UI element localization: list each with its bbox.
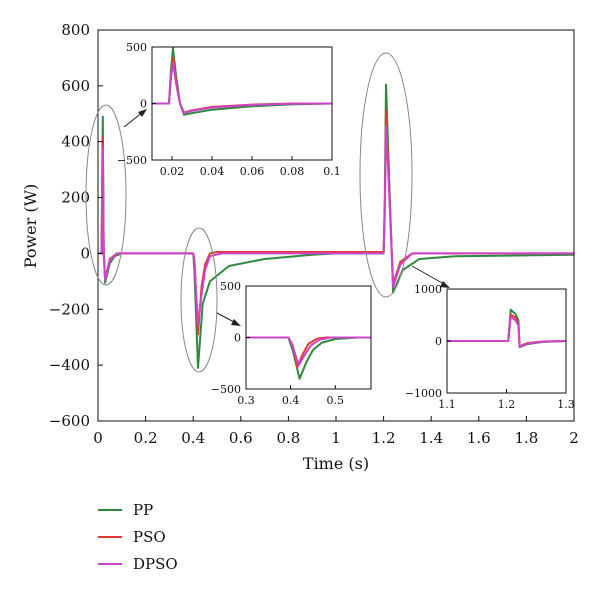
inset-zoom-2: 0.3 0.4 0.5 500 0 −500 [211,280,372,407]
inset-x-tick-label: 1.1 [438,398,456,411]
inset-zoom-3: 1.1 1.2 1.3 1000 0 −1000 [405,283,575,411]
x-tick-label: 1.6 [467,429,491,447]
inset-x-tick-label: 1.3 [557,398,575,411]
legend-swatch [98,508,122,511]
legend-label: DPSO [133,554,178,573]
inset-zoom-1: 0.02 0.04 0.06 0.08 0.1 500 0 −500 [117,41,341,178]
zoom-ellipse-2 [180,227,218,373]
inset-y-tick-label: 1000 [414,283,442,296]
legend-swatch [98,562,122,565]
inset-y-tick-label: 500 [220,280,241,293]
series-line-dpso [98,125,574,326]
x-tick-label: 0.8 [276,429,300,447]
legend: PP PSO DPSO [98,496,178,577]
x-tick-label: 1 [331,429,341,447]
x-tick-label: 1.8 [514,429,538,447]
inset-y-tick-label: −500 [117,154,147,167]
inset-x-tick-label: 0.5 [327,394,345,407]
x-tick-label: 0.6 [229,429,253,447]
inset-series-line-dpso [447,316,567,348]
inset-2-lines [246,336,371,380]
inset-y-tick-label: 0 [435,335,442,348]
x-tick-label: 2 [569,429,579,447]
legend-label: PP [133,500,154,519]
y-tick-label: 600 [61,77,90,95]
inset-1-lines [152,47,333,116]
legend-item-pp: PP [98,496,178,523]
inset-x-tick-label: 0.1 [323,165,341,178]
inset-x-tick-label: 1.2 [498,398,516,411]
legend-item-pso: PSO [98,523,178,550]
x-tick-label: 1.4 [419,429,443,447]
y-tick-label: 400 [61,133,90,151]
inset-x-tick-label: 0.08 [280,165,305,178]
inset-series-line-dpso [246,336,371,367]
y-tick-label: −400 [49,356,90,374]
inset-2-ticks: 0.3 0.4 0.5 500 0 −500 [211,280,344,407]
inset-1-ticks: 0.02 0.04 0.06 0.08 0.1 500 0 −500 [117,41,341,178]
zoom-arrow-1 [123,109,147,128]
inset-x-tick-label: 0.4 [282,394,300,407]
inset-series-line-dpso [152,61,333,115]
inset-x-tick-label: 0.06 [240,165,265,178]
legend-item-dpso: DPSO [98,550,178,577]
x-tick-label: 0.4 [181,429,205,447]
inset-x-tick-label: 0.3 [237,394,255,407]
zoom-ellipse-3 [359,52,413,298]
zoom-ellipse-1 [85,104,127,286]
x-tick-label: 0 [93,429,103,447]
y-tick-label: 0 [80,244,90,262]
main-axis-ticks: 0 0.2 0.4 0.6 0.8 1 1.2 1.4 1.6 1.8 2 800 600 400 200 0… [49,21,579,447]
y-tick-label: −600 [49,412,90,430]
inset-3-ticks: 1.1 1.2 1.3 1000 0 −1000 [405,283,575,411]
y-axis-label: Power (W) [21,184,40,269]
inset-y-tick-label: 0 [234,332,241,345]
zoom-arrow-3 [411,265,450,288]
x-axis-label: Time (s) [303,454,369,473]
x-tick-label: 0.2 [134,429,158,447]
x-tick-label: 1.2 [372,429,396,447]
y-tick-label: −200 [49,300,90,318]
inset-y-tick-label: −1000 [405,387,442,400]
zoom-arrow-2 [216,312,241,326]
inset-y-tick-label: 500 [126,41,147,54]
y-tick-label: 200 [61,189,90,207]
inset-y-tick-label: 0 [140,98,147,111]
inset-3-lines [447,308,567,349]
legend-swatch [98,535,122,538]
inset-y-tick-label: −500 [211,383,241,396]
main-plot-lines [98,83,575,369]
inset-x-tick-label: 0.02 [160,165,185,178]
legend-label: PSO [133,527,166,546]
inset-x-tick-label: 0.04 [200,165,225,178]
y-tick-label: 800 [61,21,90,39]
